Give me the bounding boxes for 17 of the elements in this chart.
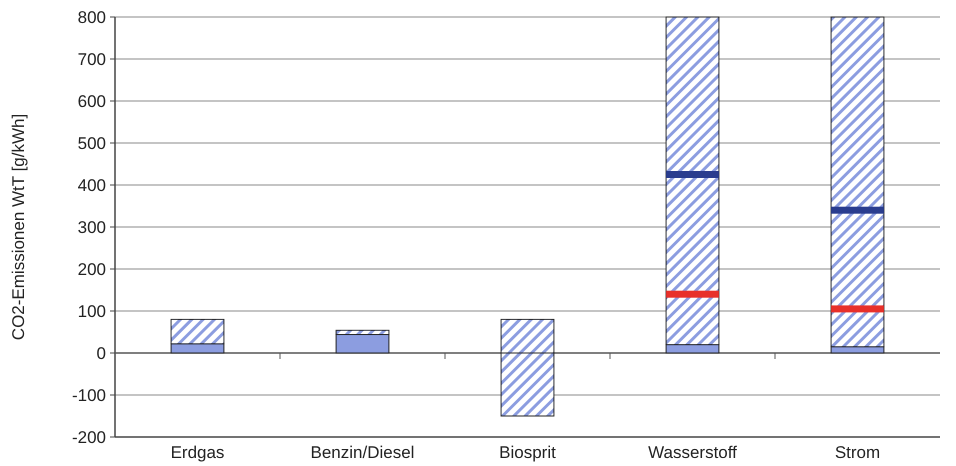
y-tick-label: 200 [78,260,106,279]
y-tick-label: 0 [96,344,106,363]
x-tick-label: Biosprit [499,443,556,462]
y-tick-label: 400 [78,176,106,195]
x-tick-label: Erdgas [170,443,224,462]
y-tick-label: 300 [78,218,106,237]
y-tick-label: -100 [72,386,106,405]
y-tick-label: 600 [78,92,106,111]
x-tick-label: Benzin/Diesel [310,443,414,462]
x-tick-label: Wasserstoff [648,443,738,462]
y-axis-title: CO2-Emissionen WtT [g/kWh] [9,114,28,340]
y-tick-label: 500 [78,134,106,153]
y-tick-label: -200 [72,428,106,447]
y-tick-label: 800 [78,8,106,27]
x-tick-label: Strom [834,443,880,462]
y-tick-label: 100 [78,302,106,321]
y-tick-label: 700 [78,50,106,69]
